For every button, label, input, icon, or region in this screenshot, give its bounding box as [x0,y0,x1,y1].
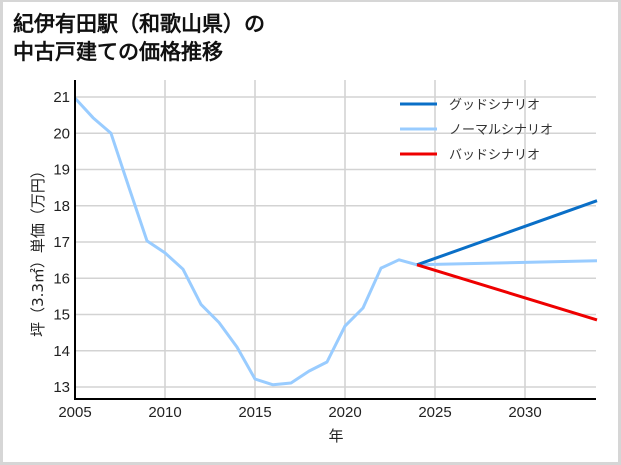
y-tick-label: 14 [53,343,70,360]
y-tick-label: 21 [53,89,70,106]
x-tick-label: 2015 [238,404,271,421]
y-axis-label: 坪（3.3㎡）単価（万円） [29,163,47,337]
x-tick-label: 2025 [418,404,451,421]
series-line [416,199,598,267]
y-tick-label: 19 [53,162,70,179]
y-tick-label: 13 [53,379,70,396]
series-line [73,97,418,387]
y-tick-label: 15 [53,307,70,324]
y-tick-label: 17 [53,234,70,251]
series-line [416,259,598,267]
legend-label: グッドシナリオ [449,98,540,113]
x-axis-label: 年 [328,427,343,445]
gridlines [75,80,596,399]
legend-label: ノーマルシナリオ [449,123,553,138]
axes [74,80,596,400]
y-tick-label: 18 [53,198,70,215]
tick-labels: 13 14 15 16 17 18 19 20 21 2005 2010 2015 2020 2025 20… [53,89,541,421]
chart-title-line-1: 紀伊有田駅（和歌山県）の [13,12,265,36]
chart-title: 紀伊有田駅（和歌山県）の 中古戸建ての価格推移 [13,10,265,66]
chart-title-line-2: 中古戸建ての価格推移 [13,40,223,64]
x-tick-label: 2005 [58,404,91,421]
y-tick-label: 16 [53,270,70,287]
x-tick-label: 2010 [148,404,181,421]
legend-label: バッドシナリオ [449,148,540,163]
x-tick-label: 2020 [328,404,361,421]
series-line [416,263,598,322]
y-tick-label: 20 [53,125,70,142]
x-tick-label: 2030 [508,404,541,421]
data-series [73,97,598,387]
